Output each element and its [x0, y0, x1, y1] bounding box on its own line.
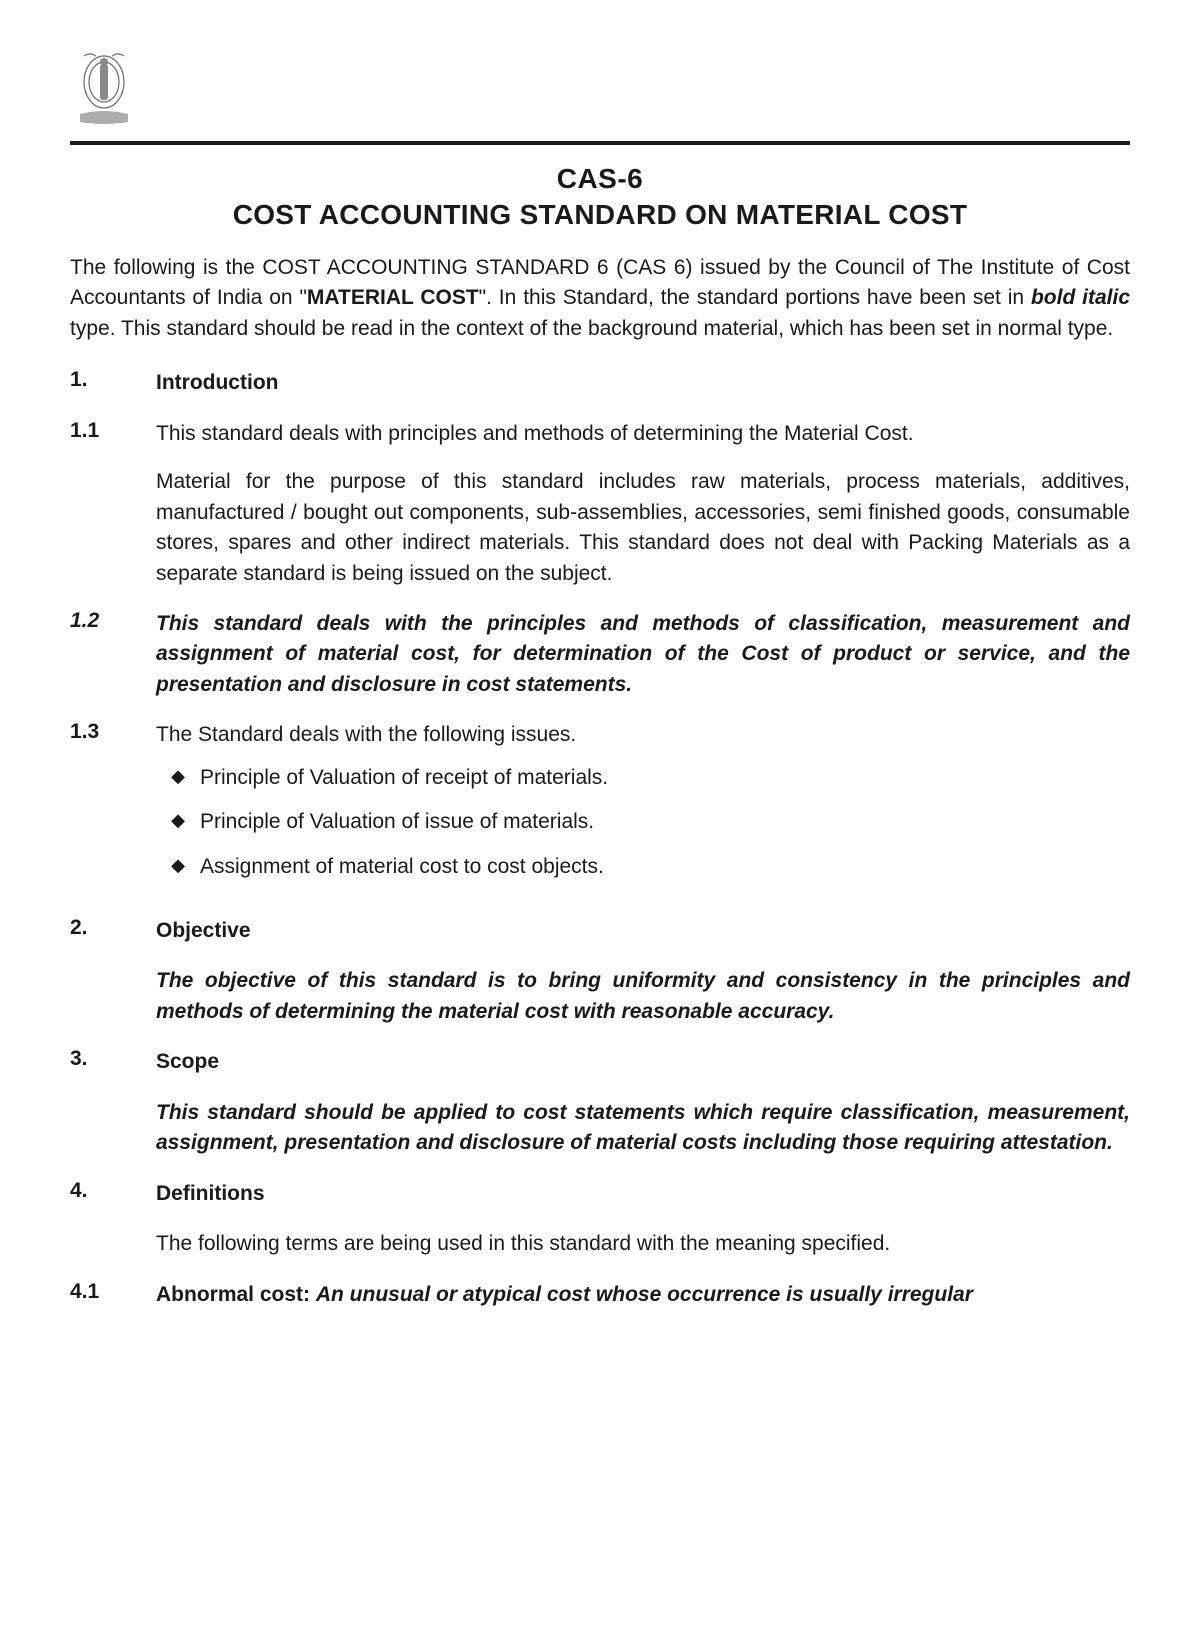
section-number [70, 1098, 156, 1159]
section-heading: Definitions [156, 1179, 1130, 1209]
section-row: 1.1 This standard deals with principles … [70, 419, 1130, 589]
section-number: 4.1 [70, 1280, 156, 1310]
section-body: The following terms are being used in th… [156, 1229, 1130, 1259]
section-body: Abnormal cost: An unusual or atypical co… [156, 1280, 1130, 1310]
section-row: The following terms are being used in th… [70, 1229, 1130, 1259]
section-number: 3. [70, 1047, 156, 1077]
section-number: 1.1 [70, 419, 156, 589]
intro-bolditalic: bold italic [1031, 286, 1130, 309]
bullet-icon: ◆ [156, 763, 200, 793]
section-number [70, 1229, 156, 1259]
title-block: CAS-6 COST ACCOUNTING STANDARD ON MATERI… [70, 163, 1130, 231]
section-body: This standard deals with principles and … [156, 419, 1130, 589]
section-number: 4. [70, 1179, 156, 1209]
section-number: 1. [70, 368, 156, 398]
section-text: This standard deals with principles and … [156, 422, 914, 445]
section-body: The Standard deals with the following is… [156, 720, 1130, 896]
section-body: The objective of this standard is to bri… [156, 966, 1130, 1027]
definition-text: An unusual or atypical cost whose occurr… [316, 1283, 973, 1306]
header-divider [70, 141, 1130, 145]
intro-text: type. This standard should be read in th… [70, 317, 1113, 340]
definition-label: Abnormal cost: [156, 1283, 316, 1306]
section-body: This standard deals with the principles … [156, 609, 1130, 700]
bullet-text: Principle of Valuation of issue of mater… [200, 807, 594, 837]
bullet-icon: ◆ [156, 807, 200, 837]
intro-bold: MATERIAL COST [307, 286, 479, 309]
section-row: The objective of this standard is to bri… [70, 966, 1130, 1027]
section-row: 1. Introduction [70, 368, 1130, 398]
section-row: 2. Objective [70, 916, 1130, 946]
section-row: 1.2 This standard deals with the princip… [70, 609, 1130, 700]
bullet-text: Principle of Valuation of receipt of mat… [200, 763, 608, 793]
list-item: ◆Principle of Valuation of issue of mate… [156, 807, 1130, 837]
logo-container [70, 50, 1130, 133]
title-code: CAS-6 [70, 163, 1130, 195]
institute-emblem-icon [70, 50, 138, 128]
title-main: COST ACCOUNTING STANDARD ON MATERIAL COS… [70, 199, 1130, 231]
intro-paragraph: The following is the COST ACCOUNTING STA… [70, 253, 1130, 344]
section-number: 1.3 [70, 720, 156, 896]
section-number: 2. [70, 916, 156, 946]
list-item: ◆Assignment of material cost to cost obj… [156, 852, 1130, 882]
section-heading: Introduction [156, 368, 1130, 398]
list-item: ◆Principle of Valuation of receipt of ma… [156, 763, 1130, 793]
bullet-icon: ◆ [156, 852, 200, 882]
intro-text: ". In this Standard, the standard portio… [479, 286, 1031, 309]
section-subparagraph: Material for the purpose of this standar… [156, 467, 1130, 589]
section-row: This standard should be applied to cost … [70, 1098, 1130, 1159]
section-row: 4.1 Abnormal cost: An unusual or atypica… [70, 1280, 1130, 1310]
section-row: 3. Scope [70, 1047, 1130, 1077]
section-heading: Objective [156, 916, 1130, 946]
section-body: This standard should be applied to cost … [156, 1098, 1130, 1159]
bullet-text: Assignment of material cost to cost obje… [200, 852, 604, 882]
section-number: 1.2 [70, 609, 156, 700]
section-text: The Standard deals with the following is… [156, 723, 576, 746]
section-row: 1.3 The Standard deals with the followin… [70, 720, 1130, 896]
section-heading: Scope [156, 1047, 1130, 1077]
bullet-list: ◆Principle of Valuation of receipt of ma… [156, 763, 1130, 882]
section-row: 4. Definitions [70, 1179, 1130, 1209]
section-number [70, 966, 156, 1027]
